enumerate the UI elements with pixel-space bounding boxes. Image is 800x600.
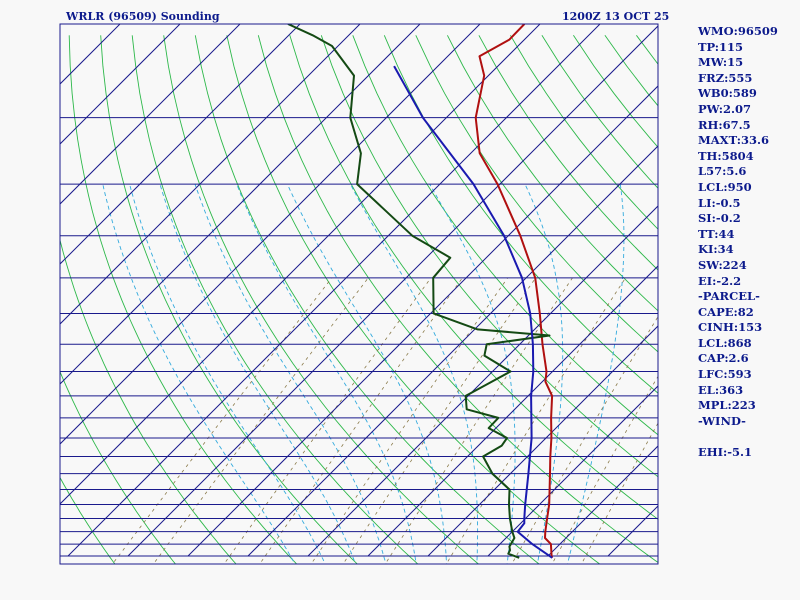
dry-adiabat-line	[352, 35, 658, 436]
index-line: TT:44	[698, 226, 735, 241]
dry-adiabat-line	[415, 35, 658, 353]
index-line	[698, 429, 798, 445]
dry-adiabat-line	[383, 35, 658, 394]
dry-adiabat-line	[68, 35, 298, 564]
index-line: EI:-2.2	[698, 273, 742, 288]
index-line: LFC:593	[698, 367, 752, 382]
mixing-ratio-line	[310, 277, 509, 564]
moist-adiabat-line	[350, 183, 479, 564]
isotherm-line	[127, 25, 658, 557]
index-line: CAPE:82	[698, 304, 754, 319]
mixing-ratio-line	[223, 277, 432, 564]
dry-adiabat-line	[194, 35, 540, 564]
index-line: EHI:-5.1	[698, 445, 753, 460]
moist-adiabat-line	[286, 183, 448, 564]
index-line: -PARCEL-	[698, 289, 760, 304]
moist-adiabat-line	[524, 183, 564, 564]
index-line: CAP:2.6	[698, 351, 749, 366]
mixing-ratio-line	[384, 277, 573, 564]
mixing-ratio-line	[259, 277, 463, 564]
index-line: TH:5804	[698, 148, 754, 163]
dry-adiabat-line	[60, 238, 237, 564]
dry-adiabat-line	[163, 35, 480, 564]
isotherm-line	[60, 24, 241, 205]
isotherm-line	[547, 445, 658, 557]
index-line: CINH:153	[698, 320, 763, 335]
index-line: MPL:223	[698, 398, 756, 413]
index-line: LCL:950	[698, 179, 752, 194]
isotherm-line	[60, 24, 481, 445]
isotherm-line	[67, 24, 601, 557]
isotherm-line	[60, 24, 541, 505]
isotherm-line	[60, 24, 301, 265]
dry-adiabat-line	[100, 35, 358, 564]
indices-panel: WMO:96509 TP:115 MW:15 FRZ:555 WB0:589 PW:2.0…	[698, 24, 798, 461]
dry-adiabat-line	[478, 35, 658, 271]
mixing-ratio-line	[152, 277, 369, 564]
moist-adiabat-line	[429, 183, 516, 564]
mixing-ratio-line	[112, 277, 333, 564]
index-line: WMO:96509	[698, 24, 778, 38]
dry-adiabat-line	[257, 35, 658, 563]
moist-adiabat-line	[129, 183, 326, 564]
isotherm-line	[427, 325, 658, 557]
isotherm-line	[60, 24, 361, 325]
index-line: KI:34	[698, 242, 734, 257]
isotherm-line	[367, 265, 658, 557]
moist-adiabat-line	[102, 184, 296, 564]
index-line: WB0:589	[698, 86, 757, 101]
moist-adiabat-line	[194, 183, 387, 564]
index-line: SI:-0.2	[698, 211, 741, 226]
parcel-curve	[393, 65, 553, 559]
index-line: SW:224	[698, 257, 747, 272]
isotherm-line	[247, 145, 658, 557]
isotherm-line	[307, 205, 658, 557]
index-line: TP:115	[698, 39, 744, 54]
mixing-ratio-line	[445, 277, 626, 564]
isotherm-line	[187, 85, 658, 557]
plot-frame	[59, 23, 659, 565]
isotherm-line	[487, 385, 658, 557]
isotherm-line	[60, 24, 421, 385]
index-line: L57:5.6	[698, 164, 747, 179]
chart-datetime: 1200Z 13 OCT 25	[562, 10, 669, 23]
index-line: MW:15	[698, 55, 744, 70]
moist-adiabat-line	[236, 183, 417, 564]
dry-adiabat-line	[131, 35, 419, 564]
index-line: MAXT:33.6	[698, 133, 769, 148]
temperature-curve	[474, 24, 554, 559]
index-line: FRZ:555	[698, 70, 753, 85]
index-line: PW:2.07	[698, 101, 752, 116]
index-line: LI:-0.5	[698, 195, 741, 210]
index-line: -WIND-	[698, 413, 746, 428]
index-line: RH:67.5	[698, 117, 751, 132]
chart-title: WRLR (96509) Sounding	[65, 10, 220, 23]
index-line: LCL:868	[698, 335, 752, 350]
sounding-curves	[287, 24, 554, 559]
dry-adiabat-line	[289, 35, 658, 520]
dewpoint-curve	[287, 24, 551, 559]
dry-adiabat-line	[446, 35, 658, 312]
index-line: EL:363	[698, 382, 744, 397]
moist-adiabat-line	[159, 183, 357, 564]
dry-adiabat-line	[60, 476, 116, 564]
dry-adiabat-line	[60, 370, 177, 564]
dry-adiabat-line	[226, 35, 601, 564]
chart-grid	[60, 24, 658, 564]
isotherm-line	[60, 24, 181, 145]
